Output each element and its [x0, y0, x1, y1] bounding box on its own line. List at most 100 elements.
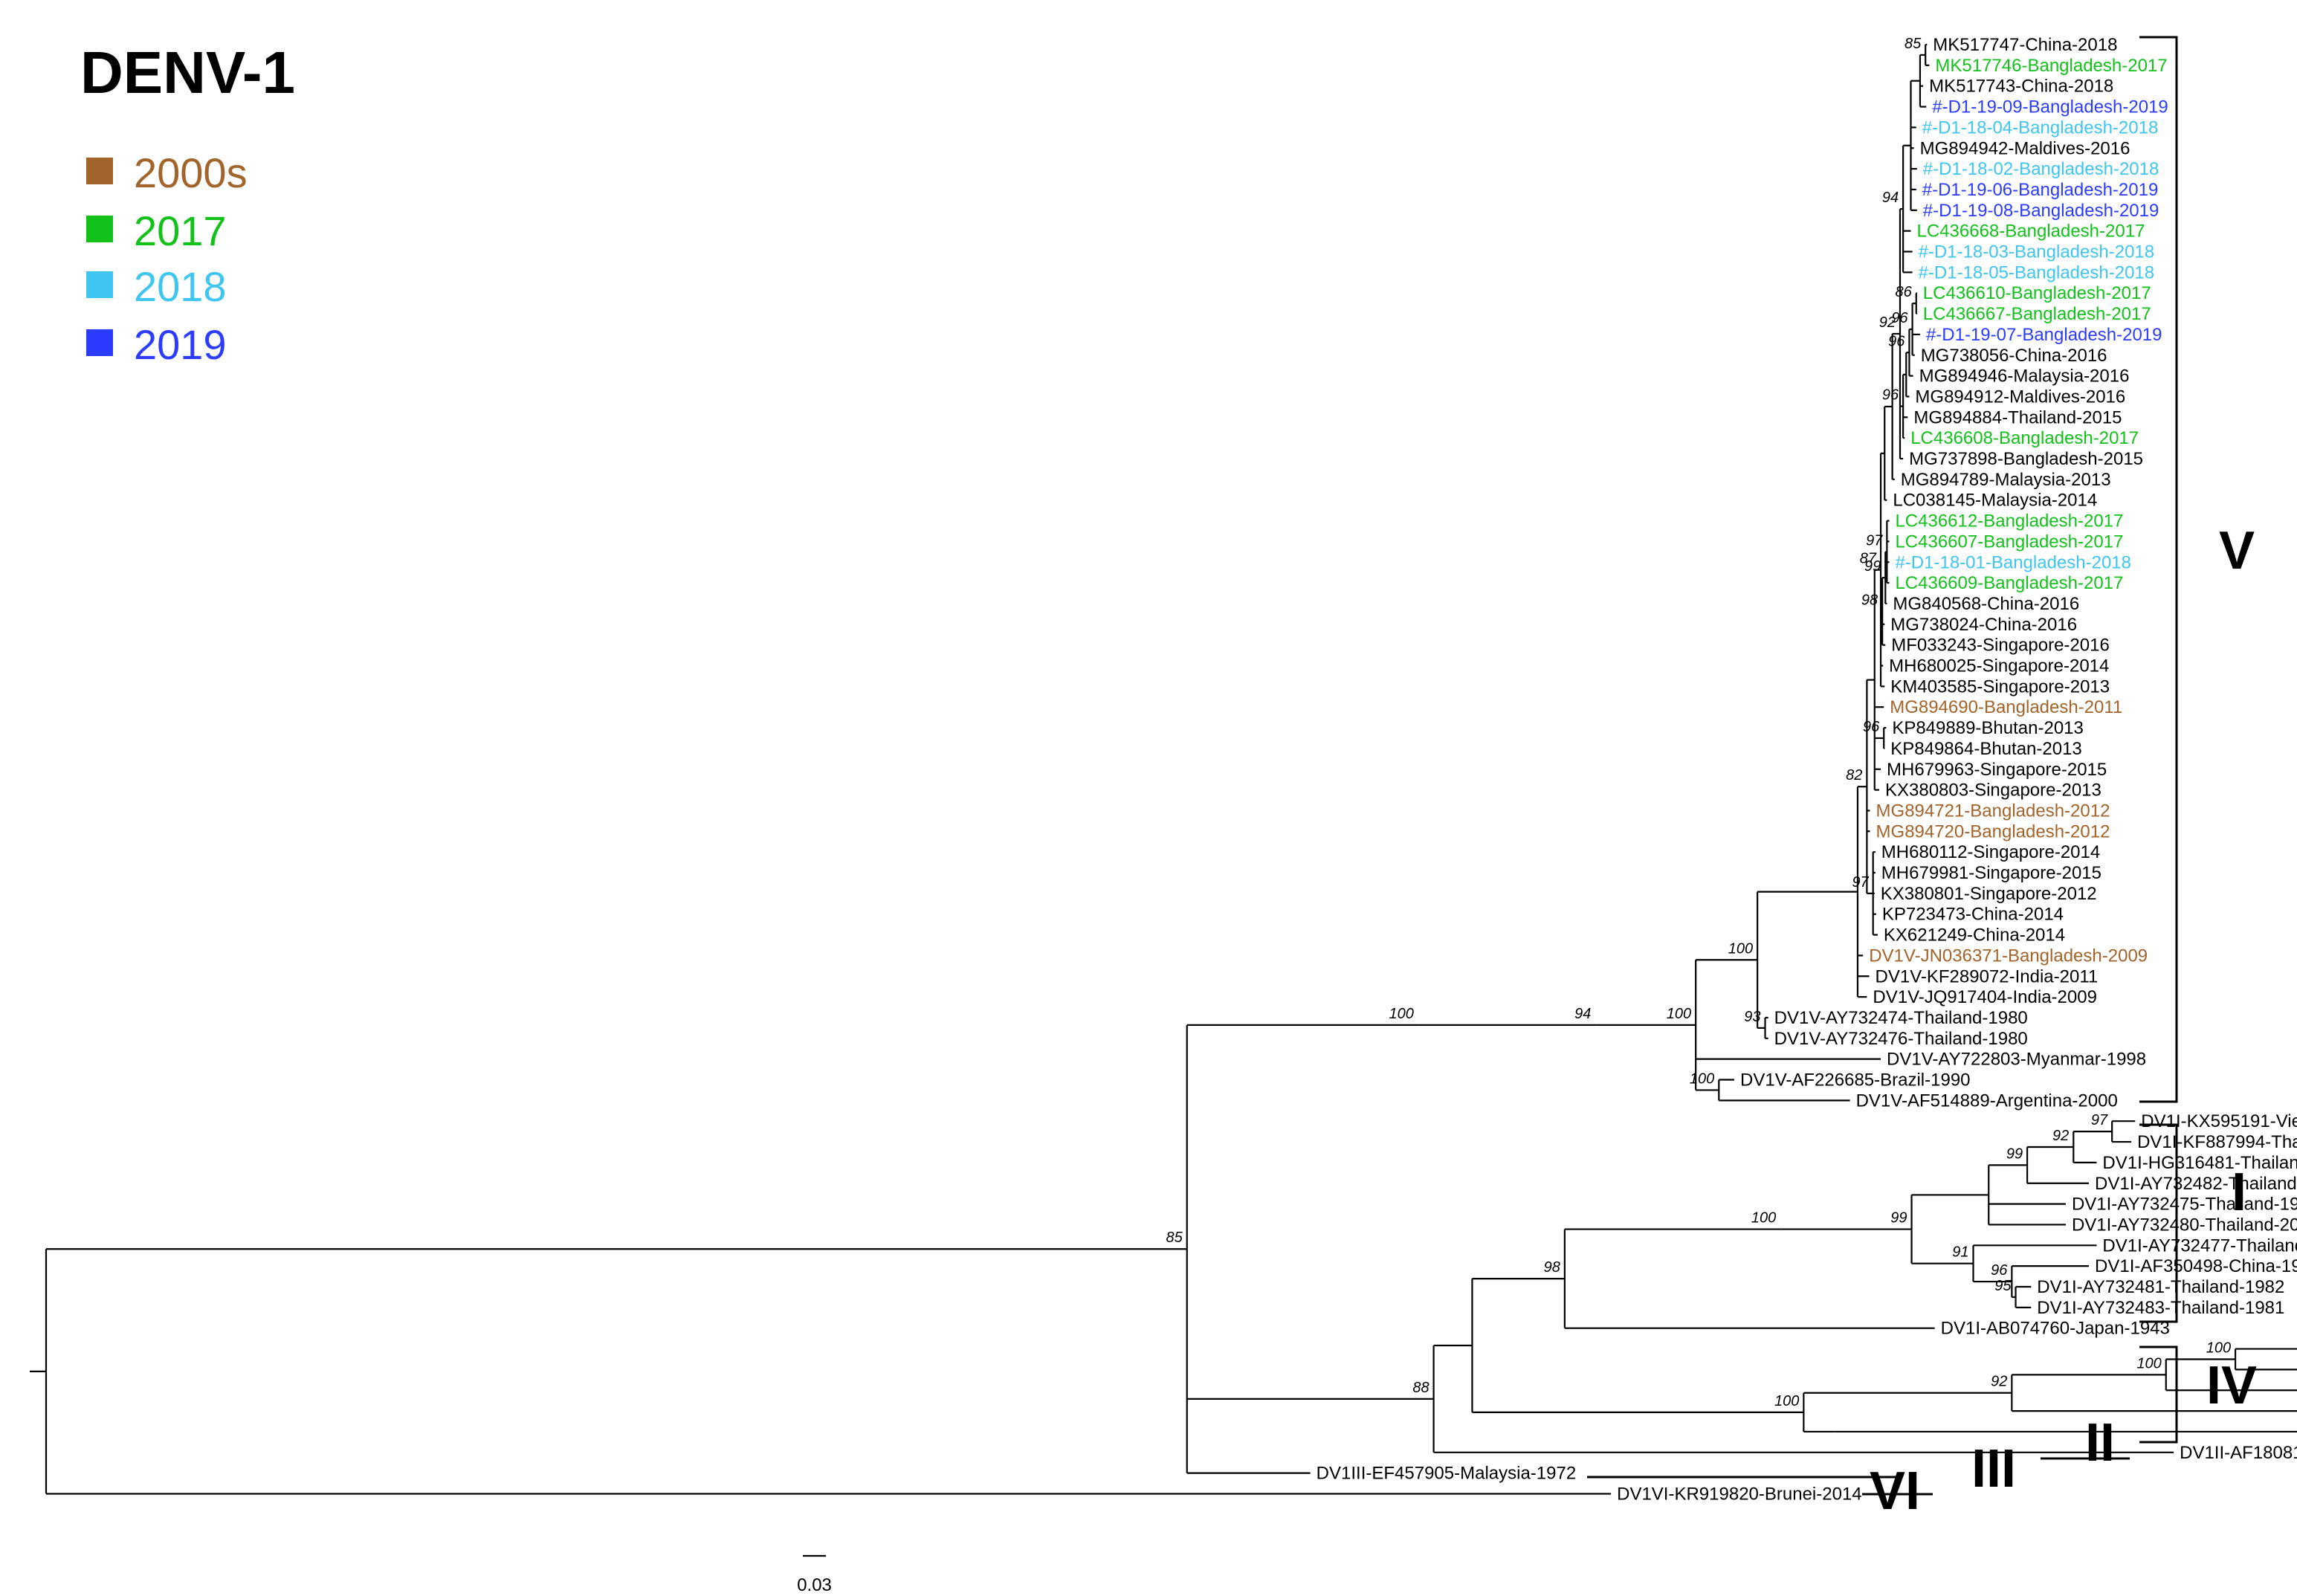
bootstrap-label: 100 [1690, 1070, 1714, 1087]
tip-label: DV1I-AF350498-China-1980 [2095, 1256, 2297, 1276]
tip-label: DV1I-KX595191-Vietnam-2013 [2141, 1111, 2297, 1131]
tip-label: LC436667-Bangladesh-2017 [1923, 304, 2151, 324]
bootstrap-label: 100 [2206, 1340, 2231, 1356]
tip-label: DV1V-AY732476-Thailand-1980 [1774, 1029, 2028, 1049]
tip-label: MG737898-Bangladesh-2015 [1909, 449, 2143, 469]
tip-label: DV1V-AY722803-Myanmar-1998 [1887, 1050, 2146, 1070]
bootstrap-label: 91 [1952, 1244, 1968, 1261]
tip-label: KM403585-Singapore-2013 [1890, 676, 2110, 697]
bootstrap-label: 99 [1890, 1210, 1907, 1227]
tip-label: DV1I-AY732483-Thailand-1981 [2037, 1298, 2284, 1318]
bootstrap-label: 100 [1728, 940, 1753, 957]
bootstrap-label: 88 [1412, 1380, 1429, 1396]
tip-label: MG894720-Bangladesh-2012 [1876, 821, 2110, 841]
tip-label: #-D1-18-01-Bangladesh-2018 [1895, 552, 2131, 572]
bootstrap-label: 87 [1860, 551, 1877, 567]
tip-label: LC436607-Bangladesh-2017 [1895, 532, 2123, 552]
genotype-label-ii: II [2085, 1413, 2115, 1473]
bootstrap-label: 95 [1994, 1278, 2012, 1294]
tip-label: DV1I-AY732480-Thailand-2004 [2072, 1215, 2297, 1235]
legend-swatch-2018 [86, 271, 113, 298]
bootstrap-label: 96 [1863, 719, 1880, 735]
tip-label: DV1V-JQ917404-India-2009 [1873, 987, 2097, 1007]
bootstrap-label: 96 [1882, 387, 1899, 404]
bootstrap-label: 99 [2006, 1146, 2023, 1162]
tip-label: DV1II-AF180817-Thailand-1964 [2180, 1443, 2297, 1463]
tip-label: DV1I-HG316481-Thailand-2010 [2102, 1153, 2297, 1173]
bootstrap-label: 100 [1751, 1210, 1776, 1227]
tip-label: #-D1-18-04-Bangladesh-2018 [1922, 117, 2159, 138]
tip-label: MH679981-Singapore-2015 [1881, 863, 2101, 883]
legend-swatch-2017 [86, 216, 113, 242]
bracket-genotype-iv [2139, 1345, 2178, 1444]
tip-label: MG894912-Maldives-2016 [1915, 387, 2125, 407]
bootstrap-label: 96 [1991, 1262, 2008, 1279]
tip-label: MG738056-China-2016 [1921, 346, 2107, 366]
bootstrap-label: 85 [1166, 1230, 1183, 1246]
tip-label: KP849864-Bhutan-2013 [1890, 739, 2082, 759]
tip-label: #-D1-18-03-Bangladesh-2018 [1919, 242, 2155, 262]
tip-label: MG894942-Maldives-2016 [1920, 138, 2130, 158]
tip-label: DV1V-AF226685-Brazil-1990 [1740, 1070, 1971, 1091]
legend-label-2019: 2019 [134, 321, 227, 368]
tip-label: DV1I-KF887994-Thailand-2013 [2137, 1132, 2297, 1152]
tip-label: MG894690-Bangladesh-2011 [1890, 697, 2122, 717]
tip-label: DV1I-AY732475-Thailand-1994 [2072, 1195, 2297, 1215]
tip-label: LC436668-Bangladesh-2017 [1917, 222, 2145, 242]
tip-label: #-D1-19-08-Bangladesh-2019 [1923, 201, 2159, 221]
bootstrap-label: 98 [1544, 1259, 1560, 1276]
scale-bar-label: 0.03 [797, 1575, 832, 1595]
bootstrap-label: 97 [2091, 1112, 2108, 1128]
genotype-label-iii: III [1971, 1439, 2016, 1499]
tip-label: #-D1-18-02-Bangladesh-2018 [1923, 159, 2159, 179]
tip-label: MF033243-Singapore-2016 [1891, 636, 2110, 656]
bootstrap-label: 94 [1574, 1006, 1591, 1022]
tip-label: KX380801-Singapore-2012 [1881, 884, 2097, 904]
tip-label: MK517746-Bangladesh-2017 [1935, 56, 2167, 76]
bootstrap-label: 86 [1896, 284, 1913, 300]
bootstrap-label: 100 [1667, 1006, 1691, 1022]
tip-labels: MK517747-China-2018MK517746-Bangladesh-2… [1317, 35, 2297, 1505]
tip-label: DV1I-AY732477-Thailand-1991 [2102, 1235, 2297, 1256]
bootstrap-label: 100 [1389, 1006, 1413, 1022]
tip-label: #-D1-19-07-Bangladesh-2019 [1926, 325, 2162, 345]
bootstrap-label: 100 [2136, 1355, 2161, 1372]
legend-label-2017: 2017 [134, 207, 227, 254]
legend-label-2018: 2018 [134, 263, 227, 310]
legend: 2000s 2017 2018 2019 [86, 149, 248, 368]
tip-label: DV1V-AY732474-Thailand-1980 [1774, 1008, 2028, 1028]
bootstrap-label: 99 [1864, 558, 1881, 575]
bootstrap-label: 93 [1744, 1009, 1760, 1025]
tip-label: MG894789-Malaysia-2013 [1901, 470, 2111, 490]
tip-label: DV1III-EF457905-Malaysia-1972 [1317, 1464, 1577, 1484]
genotype-label-vi: VI [1870, 1461, 1920, 1521]
tip-label: KX380803-Singapore-2013 [1885, 781, 2101, 801]
tip-label: #-D1-18-05-Bangladesh-2018 [1919, 262, 2155, 282]
bracket-genotype-i [2139, 1123, 2178, 1323]
genotype-brackets: V I IV II III VI [1587, 36, 2257, 1521]
tip-label: MG840568-China-2016 [1893, 594, 2079, 614]
bootstrap-label: 100 [1774, 1393, 1799, 1409]
tip-label: LC436612-Bangladesh-2017 [1895, 511, 2123, 532]
tip-label: LC436609-Bangladesh-2017 [1895, 573, 2123, 593]
tip-label: MG894884-Thailand-2015 [1913, 407, 2122, 427]
legend-label-2000s: 2000s [134, 149, 248, 196]
figure-title: DENV-1 [80, 39, 295, 106]
genotype-label-iv: IV [2206, 1356, 2257, 1415]
tip-label: KP849889-Bhutan-2013 [1892, 718, 2084, 738]
tip-label: MH680112-Singapore-2014 [1881, 842, 2100, 862]
bootstrap-label: 96 [1888, 333, 1905, 349]
tip-label: DV1I-AB074760-Japan-1943 [1941, 1319, 2170, 1339]
tree-branches [30, 43, 2297, 1495]
genotype-label-i: I [2232, 1163, 2246, 1222]
tip-label: MH679963-Singapore-2015 [1887, 760, 2107, 780]
bootstrap-label: 82 [1846, 767, 1862, 784]
bootstrap-label: 85 [1905, 36, 1922, 52]
bootstrap-label: 92 [1991, 1374, 2007, 1390]
genotype-label-v: V [2219, 521, 2255, 581]
tip-label: DV1V-AF514889-Argentina-2000 [1856, 1091, 2118, 1111]
tip-label: #-D1-19-06-Bangladesh-2019 [1922, 180, 2159, 200]
tip-label: KP723473-China-2014 [1882, 905, 2064, 925]
